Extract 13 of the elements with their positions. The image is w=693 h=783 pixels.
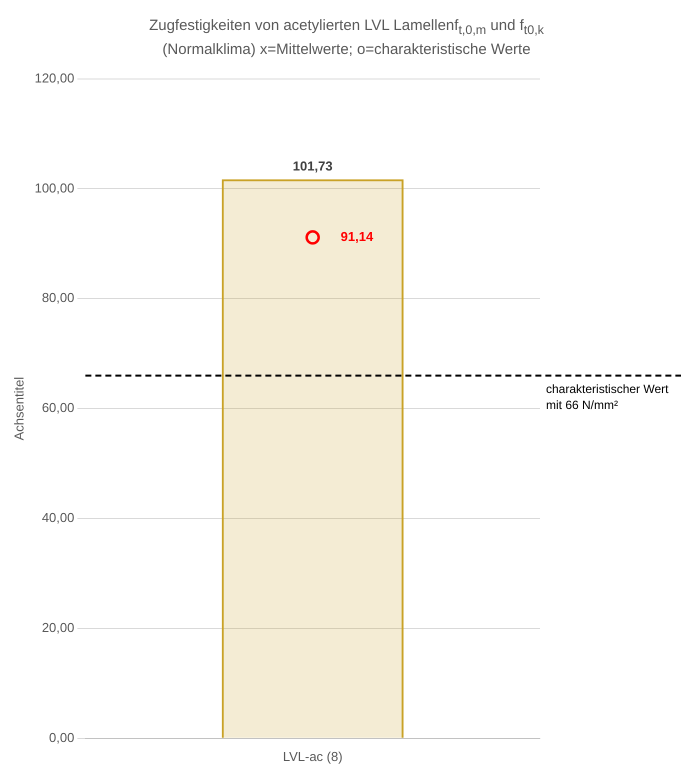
y-tick-label: 20,00 xyxy=(42,620,74,636)
chart-title: Zugfestigkeiten von acetylierten LVL Lamellenf$_{t,0,m}$ und f$_{t0,k}$ (Normalklima) x=Mittelwerte; o=charakteristische Werte xyxy=(148,16,545,60)
y-axis-title: Achsentitel xyxy=(11,376,26,440)
ref-line-label: charakteristischer Wert mit 66 N/mm² xyxy=(546,382,670,412)
x-tick-label: LVL-ac (8) xyxy=(282,748,343,764)
data-label: 91,14 xyxy=(340,229,374,244)
y-tick-label: 0,00 xyxy=(49,730,74,745)
y-tick-label: 120,00 xyxy=(34,70,74,86)
y-tick-label: 80,00 xyxy=(42,290,74,306)
data-label: 101,73 xyxy=(292,158,333,174)
y-tick-label: 40,00 xyxy=(42,510,74,526)
y-tick-label: 60,00 xyxy=(42,400,74,416)
y-tick-label: 100,00 xyxy=(34,180,74,196)
